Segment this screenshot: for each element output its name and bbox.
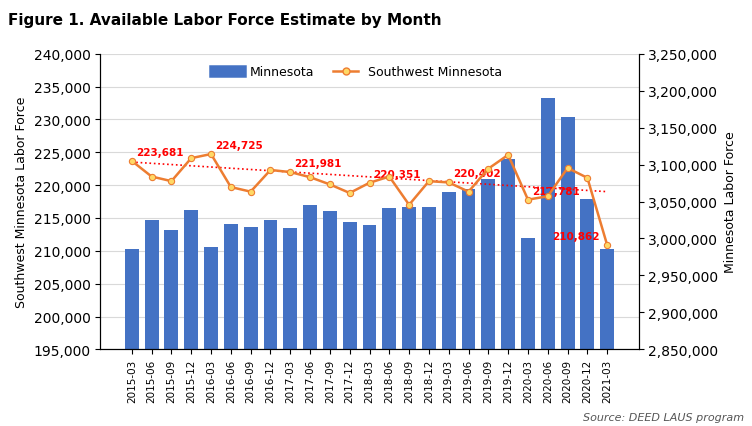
Legend: Minnesota, Southwest Minnesota: Minnesota, Southwest Minnesota xyxy=(210,61,508,84)
Y-axis label: Southwest Minnesota Labor Force: Southwest Minnesota Labor Force xyxy=(15,97,28,308)
Bar xyxy=(263,220,277,350)
Text: 210,862: 210,862 xyxy=(552,232,599,242)
Bar xyxy=(600,249,614,350)
Text: Figure 1. Available Labor Force Estimate by Month: Figure 1. Available Labor Force Estimate… xyxy=(8,13,441,28)
Bar xyxy=(382,209,396,350)
Y-axis label: Minnesota Labor Force: Minnesota Labor Force xyxy=(724,131,737,273)
Text: 221,981: 221,981 xyxy=(294,159,341,169)
Bar xyxy=(323,211,337,350)
Bar xyxy=(184,210,199,350)
Text: 220,351: 220,351 xyxy=(374,170,421,179)
Bar xyxy=(402,208,416,350)
Text: 223,681: 223,681 xyxy=(136,147,183,158)
Text: Source: DEED LAUS program: Source: DEED LAUS program xyxy=(584,412,744,422)
Bar xyxy=(462,190,475,350)
Bar xyxy=(521,239,535,350)
Bar xyxy=(204,247,218,350)
Text: 217,781: 217,781 xyxy=(532,186,580,196)
Bar xyxy=(541,99,555,350)
Bar xyxy=(244,227,258,350)
Bar xyxy=(422,207,436,350)
Bar xyxy=(144,220,159,350)
Bar xyxy=(561,118,575,350)
Text: 224,725: 224,725 xyxy=(215,141,262,151)
Bar xyxy=(284,229,297,350)
Bar xyxy=(502,160,515,350)
Bar xyxy=(481,180,496,350)
Bar xyxy=(362,226,377,350)
Bar xyxy=(343,222,356,350)
Bar xyxy=(165,230,178,350)
Bar xyxy=(442,193,456,350)
Bar xyxy=(581,199,594,350)
Bar xyxy=(125,250,138,350)
Text: 220,402: 220,402 xyxy=(453,169,500,179)
Bar xyxy=(224,225,238,350)
Bar xyxy=(303,205,317,350)
